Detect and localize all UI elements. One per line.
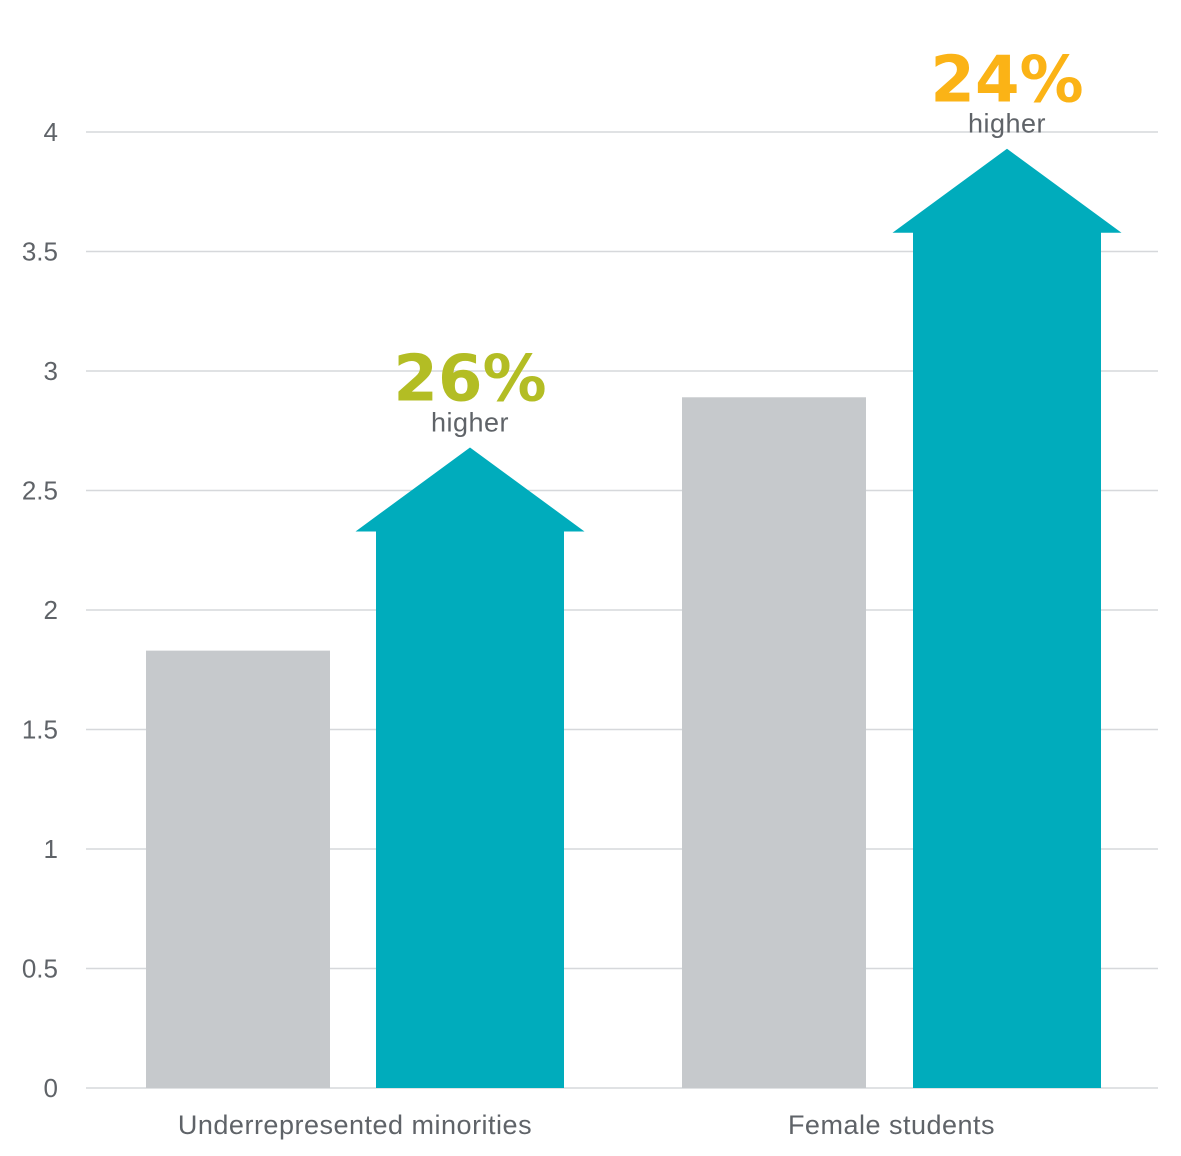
y-tick-label: 3 xyxy=(44,356,58,386)
higher-label: higher xyxy=(431,407,509,437)
y-tick-label: 0.5 xyxy=(22,954,58,984)
y-tick-label: 2.5 xyxy=(22,476,58,506)
bar-arrow xyxy=(892,148,1122,1089)
bars xyxy=(146,148,1122,1089)
percent-label: 26% xyxy=(393,342,546,416)
y-tick-label: 3.5 xyxy=(22,237,58,267)
y-tick-label: 0 xyxy=(44,1073,58,1103)
y-tick-label: 4 xyxy=(44,117,58,147)
y-axis-ticks: 0 0.5 1 1.5 2 2.5 3 3.5 4 xyxy=(22,117,58,1103)
percent-label: 24% xyxy=(930,44,1083,118)
bar-arrow xyxy=(355,447,585,1089)
bar-baseline xyxy=(682,397,866,1088)
x-axis-categories: Underrepresented minorities Female studen… xyxy=(178,1110,995,1140)
bar-baseline xyxy=(146,650,330,1088)
higher-label: higher xyxy=(968,109,1046,139)
x-category-label: Underrepresented minorities xyxy=(178,1110,532,1140)
y-tick-label: 1 xyxy=(44,834,58,864)
y-tick-label: 2 xyxy=(44,595,58,625)
y-tick-label: 1.5 xyxy=(22,715,58,745)
x-category-label: Female students xyxy=(788,1110,995,1140)
